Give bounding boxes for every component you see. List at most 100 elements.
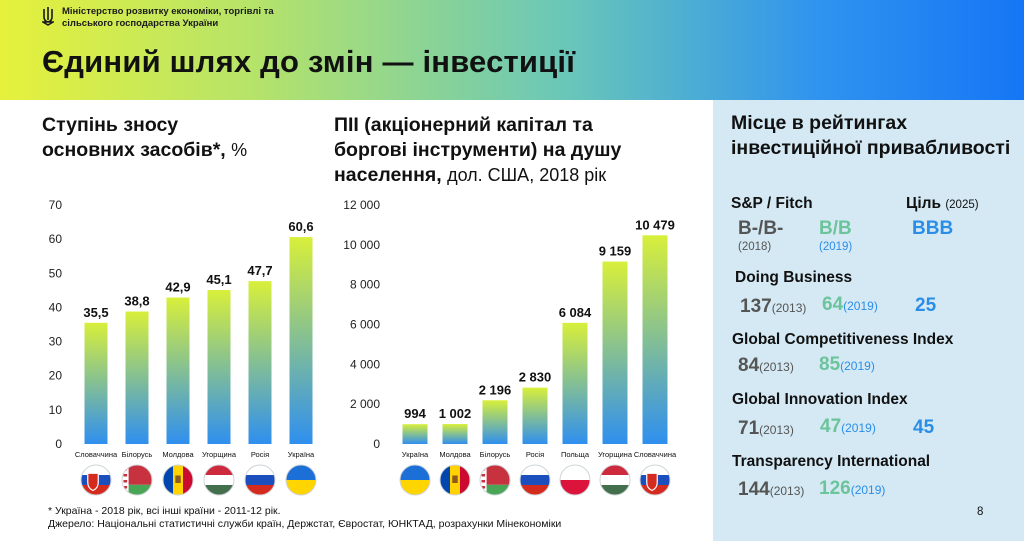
gci-2019-year: (2019) <box>840 359 875 373</box>
sp-2019-year: (2019) <box>819 241 853 253</box>
ministry-line-2: сільського господарства України <box>62 17 219 29</box>
c1-value-label: 47,7 <box>247 263 272 278</box>
sp-2018-year: (2018) <box>738 241 772 253</box>
c2-ytick: 10 000 <box>343 238 380 252</box>
c1-flag-md-icon <box>163 465 193 495</box>
c2-category-label: Угорщина <box>598 450 633 459</box>
c1-value-label: 35,5 <box>83 305 108 320</box>
c1-category-label: Угорщина <box>202 450 237 459</box>
chart1-unit: % <box>231 140 248 160</box>
c2-ytick: 2 000 <box>350 397 380 411</box>
c2-bar-5 <box>602 261 628 444</box>
c1-ytick: 70 <box>49 198 63 212</box>
c2-flag-hu-icon <box>600 465 630 495</box>
db-2013-year: (2013) <box>771 301 807 315</box>
c2-category-label: Україна <box>402 450 429 459</box>
c1-flag-ua-icon <box>286 465 316 495</box>
c2-category-label: Словаччина <box>634 450 677 459</box>
gii-label: Global Innovation Index <box>732 391 908 408</box>
db-2019-year: (2019) <box>843 299 878 313</box>
c2-flag-sk-icon <box>640 465 670 495</box>
c2-value-label: 1 002 <box>439 406 472 421</box>
chart2-title-line2: боргові інструменти) на душу <box>334 139 622 161</box>
depreciation-chart: 0 10 20 30 40 50 60 70 35,5 Словаччина 38,8 Білорус… <box>49 198 317 496</box>
ti-2019: 126(2019) <box>819 478 885 500</box>
ti-2019-value: 126 <box>819 478 851 499</box>
chart1-title: Ступінь зносу основних засобів*, % <box>42 113 247 163</box>
c2-flag-md-icon <box>440 465 470 495</box>
c2-ytick: 4 000 <box>350 357 380 371</box>
gii-2019: 47(2019) <box>820 416 876 438</box>
c1-ytick: 60 <box>49 232 63 246</box>
c1-flag-hu-icon <box>204 465 234 495</box>
sp-2019-value: B/B <box>819 218 852 239</box>
gii-goal: 45 <box>913 417 935 438</box>
c1-category-label: Україна <box>288 450 315 459</box>
gii-2019-year: (2019) <box>841 421 876 435</box>
goal-label-text: Ціль <box>906 195 942 212</box>
c2-category-label: Білорусь <box>480 450 511 459</box>
ti-2019-year: (2019) <box>850 483 886 497</box>
c1-bar-1 <box>125 311 149 444</box>
c2-ytick: 6 000 <box>350 318 380 332</box>
gii-2013-year: (2013) <box>759 423 794 437</box>
page-number: 8 <box>977 506 984 518</box>
c1-bar-4 <box>248 281 272 444</box>
c1-ytick: 20 <box>49 369 63 383</box>
sp-fitch-label: S&P / Fitch <box>731 195 813 212</box>
c2-value-label: 6 084 <box>559 305 592 320</box>
c2-flag-pl-icon <box>560 465 590 495</box>
c1-ytick: 40 <box>49 300 63 314</box>
c1-value-label: 45,1 <box>206 272 231 287</box>
header-banner: Міністерство розвитку економіки, торгівл… <box>0 0 1024 100</box>
c1-bar-3 <box>207 290 231 444</box>
c2-bar-3 <box>522 387 548 444</box>
doing-business-label: Doing Business <box>735 269 853 286</box>
c2-ytick: 12 000 <box>343 198 380 212</box>
ratings-panel: Місце в рейтингах інвестиційної привабли… <box>713 100 1024 541</box>
c2-value-label: 2 830 <box>519 370 552 385</box>
db-2019: 64(2019) <box>822 294 878 316</box>
c1-ytick: 10 <box>49 403 63 417</box>
c1-category-label: Словаччина <box>75 450 118 459</box>
ti-2013-value: 144 <box>738 479 770 500</box>
c2-bar-0 <box>402 424 428 444</box>
gci-2013: 84(2013) <box>738 355 794 377</box>
chart2-unit: дол. США, 2018 рік <box>447 165 607 185</box>
c1-bar-0 <box>84 322 108 444</box>
trident-icon <box>42 7 54 26</box>
page-title: Єдиний шлях до змін — інвестиції <box>42 44 576 79</box>
goal-label: Ціль (2025) <box>906 195 979 213</box>
c1-flag-ru-icon <box>245 465 275 495</box>
chart1-title-line2: основних засобів*, <box>42 139 226 161</box>
c1-ytick: 0 <box>55 437 62 451</box>
footnote: * Україна - 2018 рік, всі інші країни - … <box>48 505 561 531</box>
c2-flag-ru-icon <box>520 465 550 495</box>
c2-category-label: Росія <box>526 450 544 459</box>
gii-2013: 71(2013) <box>738 418 794 440</box>
goal-year: (2025) <box>945 199 979 211</box>
c2-value-label: 10 479 <box>635 217 675 232</box>
c2-value-label: 2 196 <box>479 382 512 397</box>
gci-2013-value: 84 <box>738 355 760 376</box>
c2-flag-ua-icon <box>400 465 430 495</box>
ministry-name: Міністерство розвитку економіки, торгівл… <box>62 6 322 29</box>
ratings-title: Місце в рейтингах інвестиційної привабли… <box>731 112 1011 159</box>
ti-2013: 144(2013) <box>738 479 804 501</box>
db-goal: 25 <box>915 295 937 316</box>
sp-2018-value: B-/B- <box>738 218 784 239</box>
footnote-source: Джерело: Національні статистичні служби … <box>48 518 562 530</box>
gii-2019-value: 47 <box>820 416 842 437</box>
chart2-title-line1: ПІІ (акціонерний капітал та <box>334 114 593 136</box>
gci-2019: 85(2019) <box>819 354 875 376</box>
c1-value-label: 60,6 <box>288 219 313 234</box>
c1-category-label: Росія <box>251 450 269 459</box>
db-2019-value: 64 <box>822 294 844 315</box>
c1-bar-2 <box>166 297 190 444</box>
c2-ytick: 0 <box>373 437 380 451</box>
c2-category-label: Польща <box>561 450 590 459</box>
ti-2013-year: (2013) <box>769 484 805 498</box>
gci-2019-value: 85 <box>819 354 841 375</box>
gii-2013-value: 71 <box>738 418 760 439</box>
c1-category-label: Молдова <box>162 450 194 459</box>
